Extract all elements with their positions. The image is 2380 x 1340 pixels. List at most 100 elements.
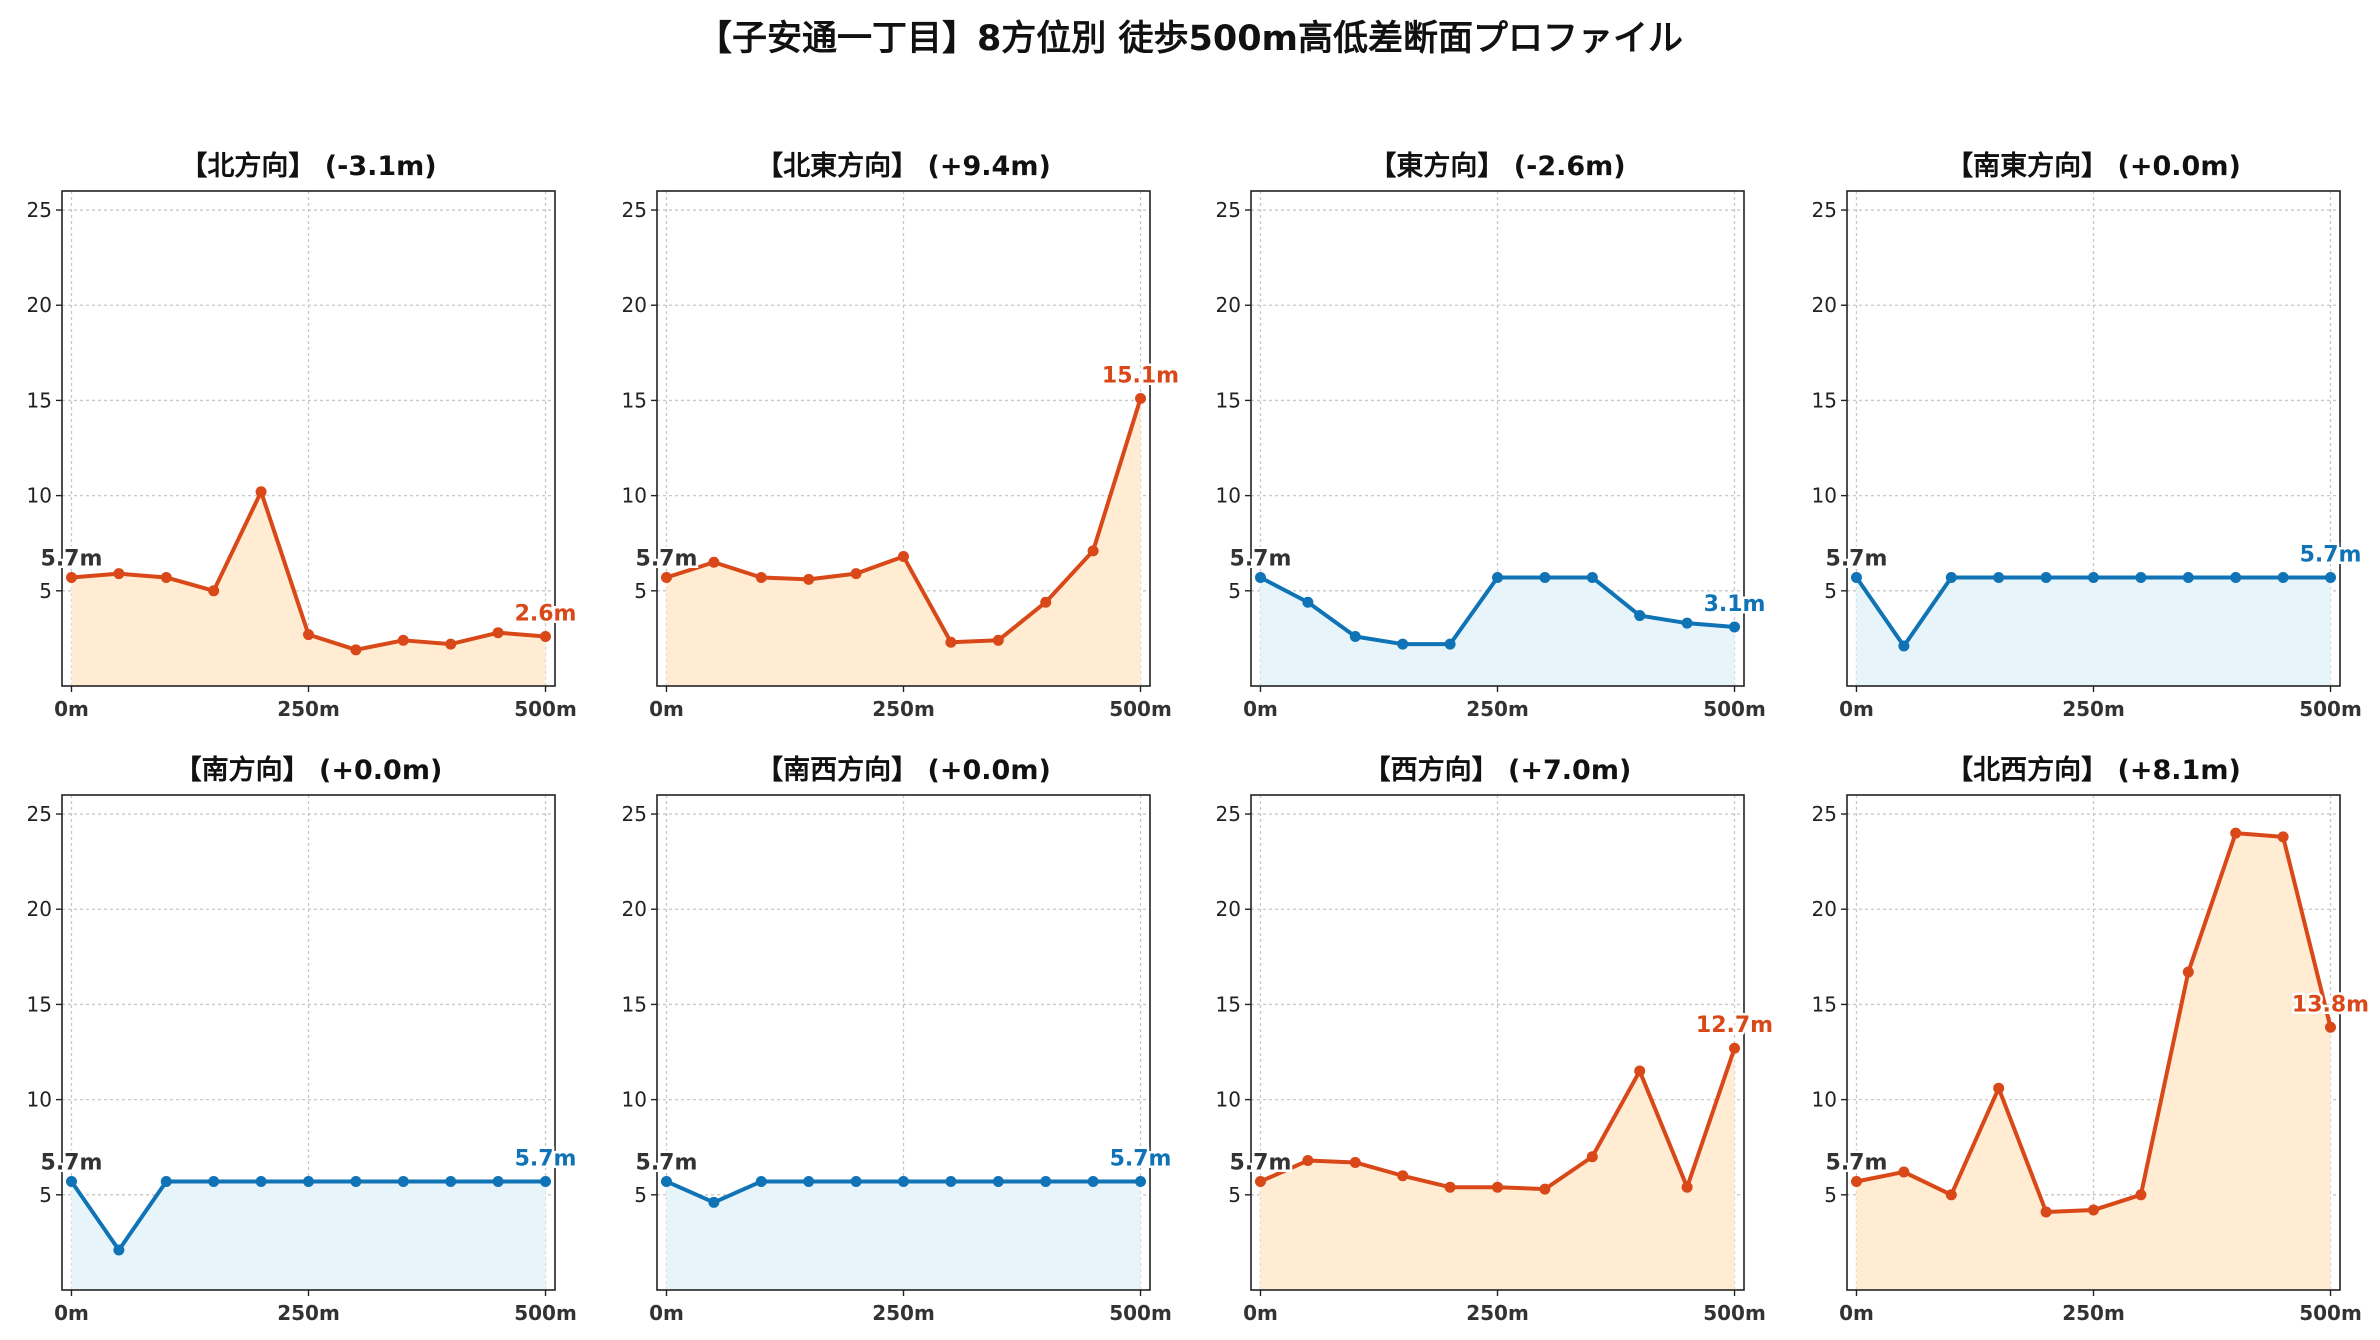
data-point: [755, 571, 767, 583]
data-point: [1634, 1065, 1646, 1077]
data-point: [1397, 638, 1409, 650]
y-tick-label: 5: [634, 1183, 647, 1207]
area-fill: [71, 491, 546, 686]
start-elevation-label: 5.7m: [41, 546, 103, 571]
data-point: [1040, 596, 1052, 608]
y-tick-label: 15: [1216, 388, 1241, 412]
y-tick-label: 15: [622, 992, 647, 1016]
x-tick-label: 500m: [1109, 1301, 1172, 1325]
x-tick-label: 0m: [54, 697, 89, 721]
data-point: [350, 644, 362, 656]
data-point: [850, 568, 862, 580]
y-tick-label: 25: [1812, 802, 1837, 826]
x-tick-label: 500m: [2299, 1301, 2362, 1325]
data-point: [445, 638, 457, 650]
y-tick-label: 20: [1216, 293, 1241, 317]
data-point: [1898, 640, 1910, 652]
y-tick-label: 5: [1824, 1183, 1837, 1207]
data-point: [1681, 617, 1693, 629]
data-point: [2277, 571, 2289, 583]
data-point: [2230, 827, 2242, 839]
data-point: [992, 634, 1004, 646]
data-point: [1254, 1175, 1266, 1187]
end-elevation-label: 2.6m: [515, 602, 577, 627]
data-point: [397, 634, 409, 646]
data-point: [1586, 571, 1598, 583]
chart-title: 【東方向】 (-2.6m): [1369, 150, 1625, 182]
data-point: [2182, 966, 2194, 978]
y-tick-label: 10: [1216, 484, 1241, 508]
x-tick-label: 0m: [54, 1301, 89, 1325]
data-point: [1850, 1175, 1862, 1187]
start-elevation-label: 5.7m: [636, 546, 698, 571]
x-tick-label: 0m: [1839, 1301, 1874, 1325]
y-tick-label: 15: [1216, 992, 1241, 1016]
data-point: [255, 1175, 267, 1187]
y-tick-label: 5: [1228, 1183, 1241, 1207]
end-elevation-label: 5.7m: [1110, 1146, 1172, 1171]
x-tick-label: 0m: [1243, 1301, 1278, 1325]
y-tick-label: 25: [622, 198, 647, 222]
data-point: [1681, 1181, 1693, 1193]
data-point: [708, 1196, 720, 1208]
x-tick-label: 500m: [514, 1301, 577, 1325]
y-tick-label: 20: [27, 897, 52, 921]
y-tick-label: 10: [27, 484, 52, 508]
y-tick-label: 10: [27, 1088, 52, 1112]
y-tick-label: 25: [1812, 198, 1837, 222]
data-point: [2325, 1021, 2337, 1033]
end-elevation-label: 5.7m: [2300, 542, 2362, 567]
data-point: [708, 556, 720, 568]
chart-title: 【北東方向】 (+9.4m): [756, 150, 1051, 182]
x-tick-label: 250m: [277, 697, 340, 721]
x-tick-label: 250m: [2062, 697, 2125, 721]
end-elevation-label: 3.1m: [1704, 592, 1766, 617]
data-point: [1397, 1170, 1409, 1182]
data-point: [2182, 571, 2194, 583]
data-point: [65, 1175, 77, 1187]
x-tick-label: 0m: [1243, 697, 1278, 721]
chart-title: 【南東方向】 (+0.0m): [1946, 150, 2241, 182]
y-tick-label: 15: [622, 388, 647, 412]
y-tick-label: 25: [27, 802, 52, 826]
data-point: [755, 1175, 767, 1187]
data-point: [945, 636, 957, 648]
y-tick-label: 5: [39, 579, 52, 603]
chart-title: 【北西方向】 (+8.1m): [1946, 754, 2241, 786]
data-point: [1729, 621, 1741, 633]
y-tick-label: 15: [1812, 388, 1837, 412]
data-point: [1087, 1175, 1099, 1187]
data-point: [255, 486, 267, 498]
chart-title: 【南方向】 (+0.0m): [175, 754, 443, 786]
page-title: 【子安通一丁目】8方位別 徒歩500m高低差断面プロファイル: [696, 19, 1684, 59]
data-point: [1993, 1082, 2005, 1094]
data-point: [445, 1175, 457, 1187]
chart-title: 【西方向】 (+7.0m): [1364, 754, 1632, 786]
data-point: [1040, 1175, 1052, 1187]
data-point: [540, 1175, 552, 1187]
chart-title: 【北方向】 (-3.1m): [180, 150, 436, 182]
data-point: [1898, 1166, 1910, 1178]
data-point: [1135, 393, 1147, 405]
data-point: [350, 1175, 362, 1187]
x-tick-label: 250m: [872, 1301, 935, 1325]
data-point: [1945, 1189, 1957, 1201]
x-tick-label: 0m: [649, 697, 684, 721]
data-point: [160, 1175, 172, 1187]
data-point: [945, 1175, 957, 1187]
y-tick-label: 15: [1812, 992, 1837, 1016]
data-point: [2040, 571, 2052, 583]
data-point: [2135, 1189, 2147, 1201]
data-point: [1993, 571, 2005, 583]
data-point: [898, 551, 909, 563]
data-point: [803, 1175, 815, 1187]
area-fill: [71, 1181, 546, 1290]
data-point: [2040, 1206, 2052, 1218]
data-point: [492, 627, 504, 639]
x-tick-label: 250m: [277, 1301, 340, 1325]
x-tick-label: 500m: [1109, 697, 1172, 721]
y-tick-label: 10: [622, 1088, 647, 1112]
